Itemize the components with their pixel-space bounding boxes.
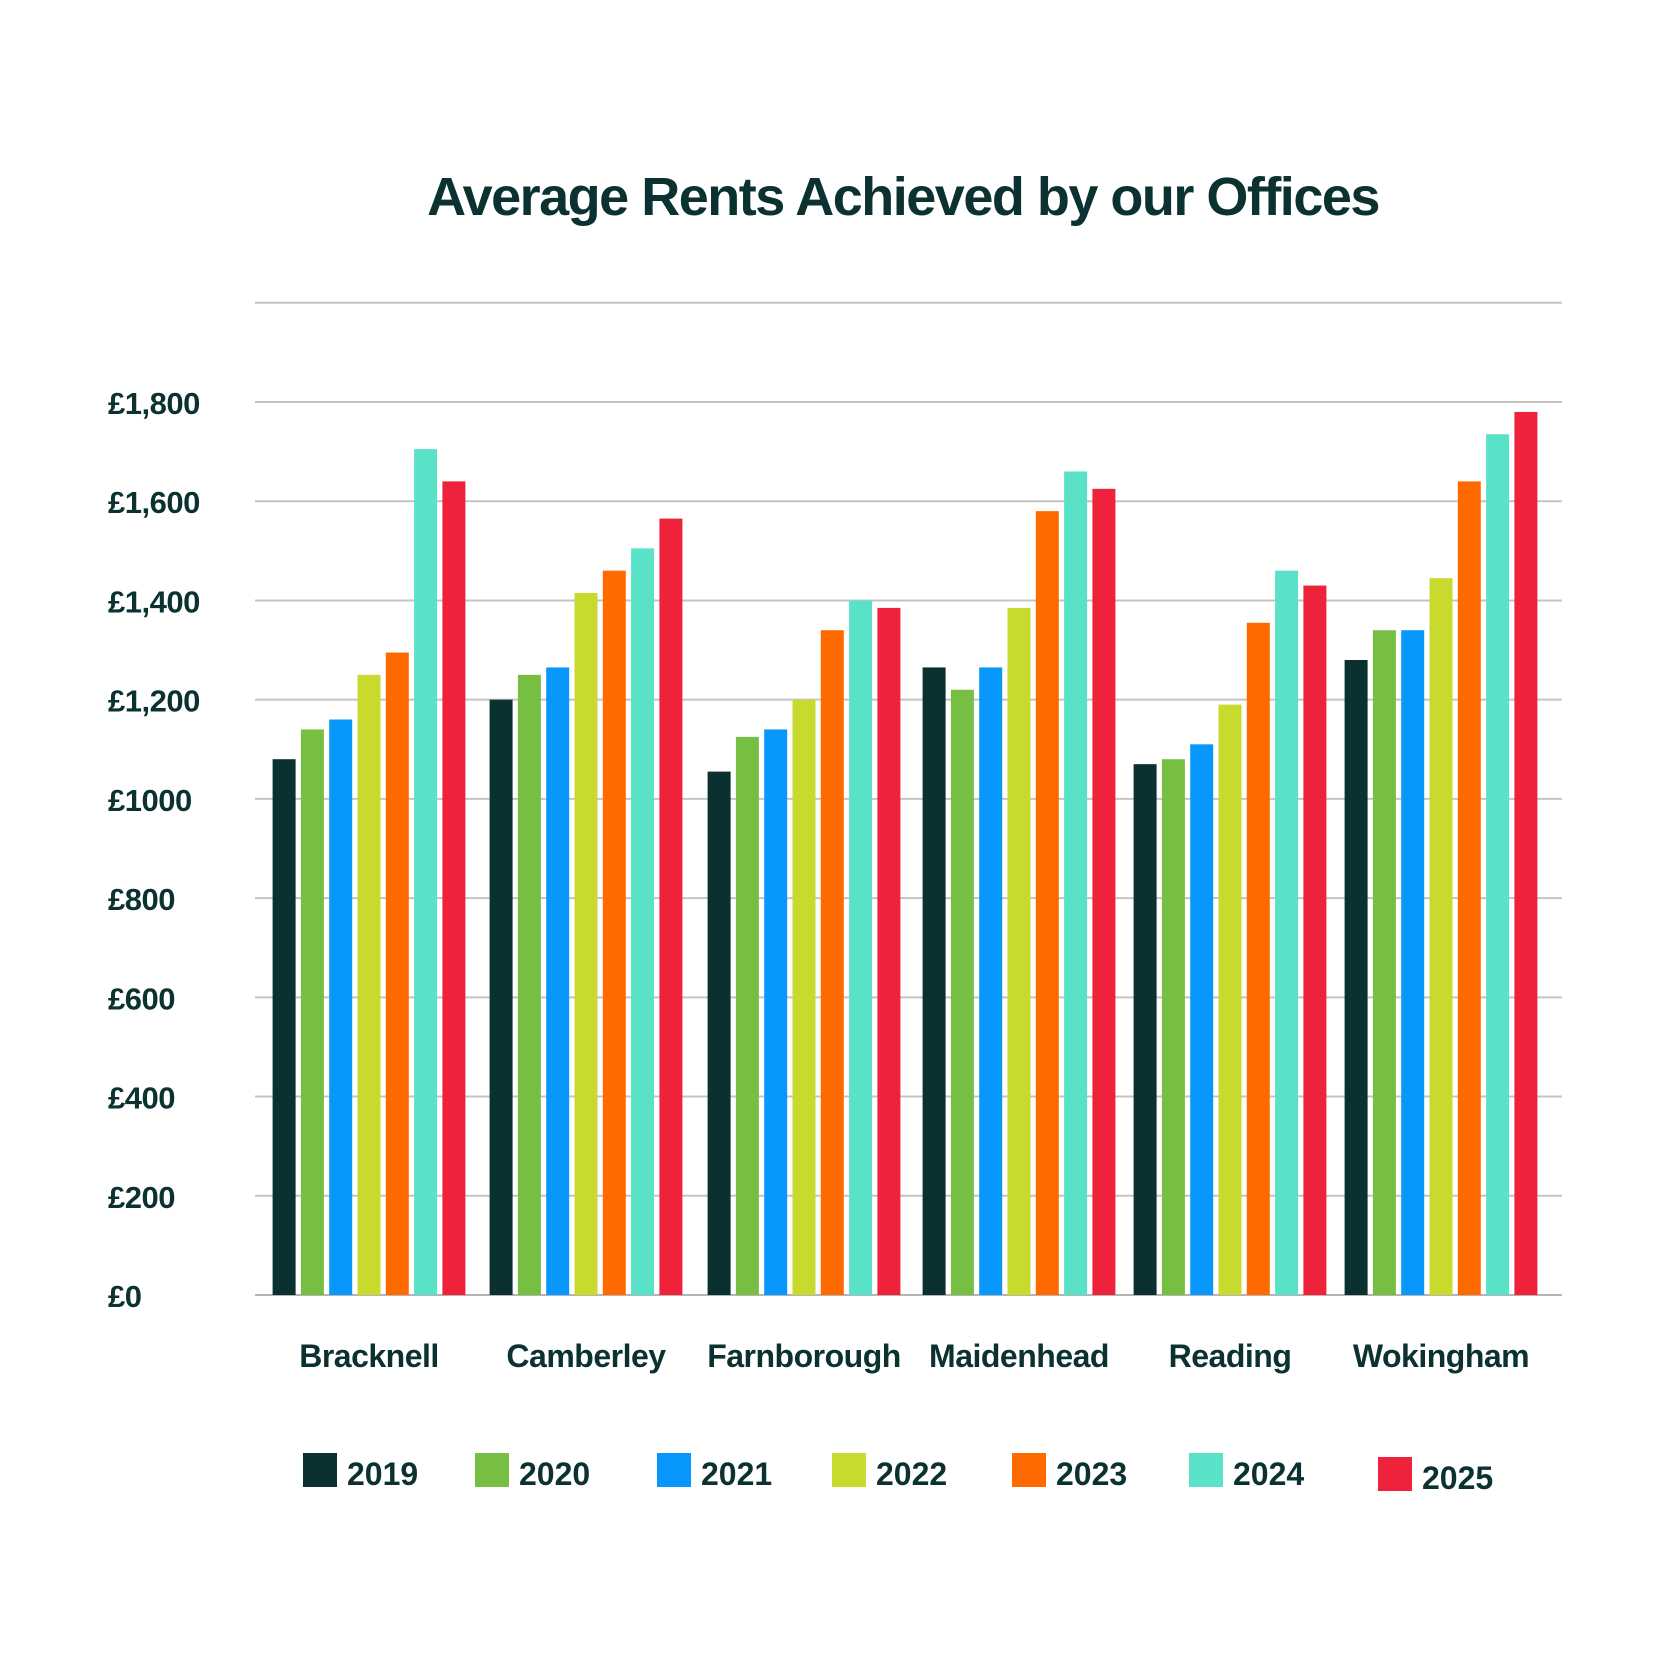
bar-reading-2024 bbox=[1275, 570, 1299, 1295]
bar-bracknell-2022 bbox=[357, 674, 381, 1295]
bar-farnborough-2024 bbox=[849, 600, 873, 1295]
bar-maidenhead-2023 bbox=[1035, 511, 1059, 1296]
legend-item-2021: 2021 bbox=[657, 1453, 772, 1492]
bar-wokingham-2024 bbox=[1486, 434, 1510, 1296]
legend-label: 2022 bbox=[876, 1456, 947, 1492]
x-axis-categories: Bracknell Camberley Farnborough Maidenhead R… bbox=[299, 1338, 1529, 1374]
bar-camberley-2020 bbox=[517, 674, 541, 1295]
y-tick-label: £800 bbox=[108, 882, 175, 917]
legend-label: 2025 bbox=[1422, 1460, 1493, 1496]
x-category-label: Maidenhead bbox=[929, 1338, 1109, 1374]
bar-reading-2019 bbox=[1133, 764, 1157, 1295]
x-category-label: Farnborough bbox=[707, 1338, 901, 1374]
bar-wokingham-2020 bbox=[1372, 630, 1396, 1295]
bar-camberley-2022 bbox=[574, 593, 598, 1295]
bar-farnborough-2019 bbox=[707, 771, 731, 1295]
bar-wokingham-2021 bbox=[1401, 630, 1425, 1295]
bar-camberley-2021 bbox=[546, 667, 570, 1295]
bar-wokingham-2022 bbox=[1429, 578, 1453, 1295]
legend-swatch bbox=[303, 1453, 337, 1487]
legend-item-2023: 2023 bbox=[1012, 1453, 1127, 1492]
y-tick-label: £200 bbox=[108, 1180, 175, 1215]
x-category-label: Bracknell bbox=[299, 1338, 439, 1374]
legend-swatch bbox=[832, 1453, 866, 1487]
bar-maidenhead-2020 bbox=[950, 689, 974, 1295]
bar-bracknell-2019 bbox=[272, 759, 296, 1295]
y-tick-label: £600 bbox=[108, 981, 175, 1016]
bar-maidenhead-2021 bbox=[979, 667, 1003, 1295]
bar-camberley-2023 bbox=[602, 570, 626, 1295]
bar-bracknell-2020 bbox=[300, 729, 324, 1295]
bar-camberley-2019 bbox=[489, 699, 513, 1295]
y-tick-label: £0 bbox=[108, 1279, 141, 1314]
bar-maidenhead-2022 bbox=[1007, 607, 1031, 1295]
legend-label: 2019 bbox=[347, 1456, 418, 1492]
y-tick-label: £1,800 bbox=[108, 386, 200, 421]
bar-wokingham-2019 bbox=[1344, 659, 1368, 1295]
bar-camberley-2025 bbox=[659, 518, 683, 1295]
bar-wokingham-2025 bbox=[1514, 411, 1538, 1295]
chart-title: Average Rents Achieved by our Offices bbox=[427, 167, 1379, 227]
legend-swatch bbox=[1012, 1453, 1046, 1487]
legend-swatch bbox=[475, 1453, 509, 1487]
legend-swatch bbox=[1189, 1453, 1223, 1487]
legend-item-2025: 2025 bbox=[1378, 1457, 1493, 1496]
y-tick-label: £1,600 bbox=[108, 485, 200, 520]
bar-wokingham-2023 bbox=[1457, 481, 1481, 1295]
legend-label: 2024 bbox=[1233, 1456, 1304, 1492]
y-tick-label: £1,200 bbox=[108, 684, 200, 719]
x-category-label: Reading bbox=[1169, 1338, 1292, 1374]
bar-farnborough-2021 bbox=[764, 729, 788, 1295]
bar-camberley-2024 bbox=[631, 548, 655, 1295]
legend-item-2020: 2020 bbox=[475, 1453, 590, 1492]
legend-swatch bbox=[657, 1453, 691, 1487]
y-tick-label: £1000 bbox=[108, 783, 192, 818]
bar-maidenhead-2019 bbox=[922, 667, 946, 1295]
legend-item-2019: 2019 bbox=[303, 1453, 418, 1492]
y-tick-label: £400 bbox=[108, 1081, 175, 1116]
bar-bracknell-2021 bbox=[329, 719, 353, 1295]
x-category-label: Wokingham bbox=[1353, 1338, 1529, 1374]
legend-label: 2023 bbox=[1056, 1456, 1127, 1492]
legend-label: 2020 bbox=[519, 1456, 590, 1492]
y-axis-ticks: £0 £200 £400 £600 £800 £1000 £1,200 £1,400 £1,60… bbox=[108, 386, 200, 1314]
bar-farnborough-2022 bbox=[792, 699, 816, 1295]
bar-reading-2021 bbox=[1190, 744, 1214, 1295]
bar-reading-2023 bbox=[1246, 622, 1270, 1295]
legend-label: 2021 bbox=[701, 1456, 772, 1492]
bar-farnborough-2020 bbox=[735, 736, 759, 1295]
bar-maidenhead-2024 bbox=[1064, 471, 1088, 1295]
bar-bracknell-2023 bbox=[385, 652, 409, 1295]
legend-item-2022: 2022 bbox=[832, 1453, 947, 1492]
y-tick-label: £1,400 bbox=[108, 584, 200, 619]
bar-bracknell-2024 bbox=[414, 449, 438, 1295]
bar-bracknell-2025 bbox=[442, 481, 466, 1295]
legend: 2019 2020 2021 2022 2023 2024 2025 bbox=[303, 1453, 1493, 1496]
bars bbox=[272, 411, 1538, 1296]
gridlines bbox=[255, 301, 1562, 1296]
bar-farnborough-2025 bbox=[877, 607, 901, 1295]
bar-farnborough-2023 bbox=[820, 630, 844, 1295]
x-category-label: Camberley bbox=[506, 1338, 666, 1374]
bar-reading-2020 bbox=[1161, 759, 1185, 1295]
legend-item-2024: 2024 bbox=[1189, 1453, 1304, 1492]
bar-reading-2022 bbox=[1218, 704, 1242, 1295]
bar-reading-2025 bbox=[1303, 585, 1327, 1295]
legend-swatch bbox=[1378, 1457, 1412, 1491]
bar-maidenhead-2025 bbox=[1092, 488, 1116, 1295]
